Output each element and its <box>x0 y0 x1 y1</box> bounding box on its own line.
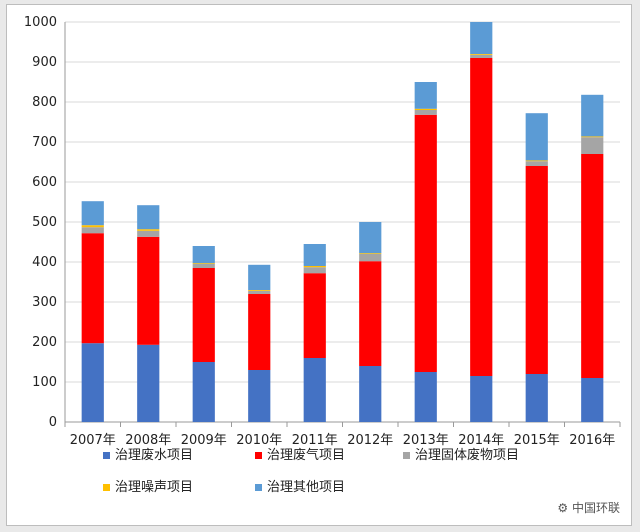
x-tick-label: 2008年 <box>125 433 171 448</box>
bar-segment <box>414 114 437 373</box>
bar-segment <box>359 254 382 262</box>
y-tick-label: 400 <box>32 255 57 270</box>
bar-segment <box>359 222 382 254</box>
legend-swatch <box>103 484 110 491</box>
y-tick-label: 700 <box>32 135 57 150</box>
bar-segment <box>192 264 215 268</box>
x-tick-label: 2015年 <box>514 433 560 448</box>
bar-segment <box>137 230 160 237</box>
bar-segment <box>470 376 493 422</box>
y-tick-label: 300 <box>32 295 57 310</box>
legend-label: 治理噪声项目 <box>115 480 193 495</box>
legend-swatch <box>255 484 262 491</box>
bar-segment <box>303 266 326 268</box>
bar-segment <box>359 366 382 422</box>
bar-segment <box>525 113 548 161</box>
legend-label: 治理其他项目 <box>267 480 345 495</box>
bar-segment <box>248 370 271 422</box>
bar-segment <box>581 378 604 422</box>
bar-segment <box>192 246 215 264</box>
legend-label: 治理废气项目 <box>267 447 345 463</box>
legend-swatch <box>255 452 262 459</box>
legend-swatch <box>103 452 110 459</box>
watermark-text: 中国环联 <box>571 501 620 515</box>
bar-segment <box>81 233 104 344</box>
y-tick-label: 0 <box>49 415 57 430</box>
bar-segment <box>581 94 604 137</box>
bar-segment <box>581 136 604 138</box>
bar-segment <box>414 110 437 115</box>
bar-segment <box>470 22 493 54</box>
bar-segment <box>414 82 437 109</box>
legend-label: 治理固体废物项目 <box>415 447 519 463</box>
legend-swatch <box>403 452 410 459</box>
bar-segment <box>470 54 493 58</box>
x-tick-label: 2010年 <box>236 433 282 448</box>
bar-segment <box>81 225 104 228</box>
bar-segment <box>137 205 160 230</box>
bar-segment <box>303 358 326 422</box>
y-tick-label: 500 <box>32 215 57 230</box>
bar-segment <box>192 268 215 362</box>
bar-segment <box>581 154 604 378</box>
bar-segment <box>581 137 604 154</box>
bar-segment <box>525 161 548 166</box>
legend-label: 治理废水项目 <box>115 447 193 463</box>
watermark-icon: ⚙ <box>557 501 569 515</box>
x-tick-label: 2014年 <box>458 433 504 448</box>
bar-segment <box>137 229 160 231</box>
bar-segment <box>359 261 382 366</box>
y-tick-label: 100 <box>32 375 57 390</box>
bar-segment <box>525 374 548 422</box>
bar-segment <box>303 273 326 358</box>
x-tick-label: 2012年 <box>347 433 393 448</box>
y-tick-label: 200 <box>32 335 57 350</box>
bar-segment <box>248 290 271 294</box>
bar-segment <box>137 344 160 422</box>
x-tick-label: 2016年 <box>569 433 615 448</box>
y-tick-label: 800 <box>32 95 57 110</box>
watermark: ⚙ 中国环联 <box>557 499 620 516</box>
bar-segment <box>303 244 326 266</box>
bar-segment <box>414 108 437 110</box>
x-tick-label: 2011年 <box>292 433 338 448</box>
bar-segment <box>137 236 160 345</box>
bar-segment <box>192 362 215 422</box>
x-tick-label: 2009年 <box>181 433 227 448</box>
bar-segment <box>359 253 382 254</box>
bar-segment <box>81 343 104 422</box>
y-tick-label: 600 <box>32 175 57 190</box>
bar-segment <box>470 58 493 376</box>
bar-segment <box>192 263 215 264</box>
bar-segment <box>81 201 104 226</box>
bar-segment <box>248 294 271 370</box>
bar-segment <box>414 372 437 422</box>
y-tick-label: 900 <box>32 55 57 70</box>
bar-segment <box>303 267 326 274</box>
bar-segment <box>81 227 104 234</box>
bar-segment <box>525 160 548 162</box>
y-tick-label: 1000 <box>24 15 57 30</box>
bar-segment <box>248 290 271 291</box>
bar-segment <box>248 264 271 290</box>
bar-segment <box>470 54 493 55</box>
x-tick-label: 2007年 <box>70 433 116 448</box>
bar-segment <box>525 166 548 374</box>
x-tick-label: 2013年 <box>403 433 449 448</box>
